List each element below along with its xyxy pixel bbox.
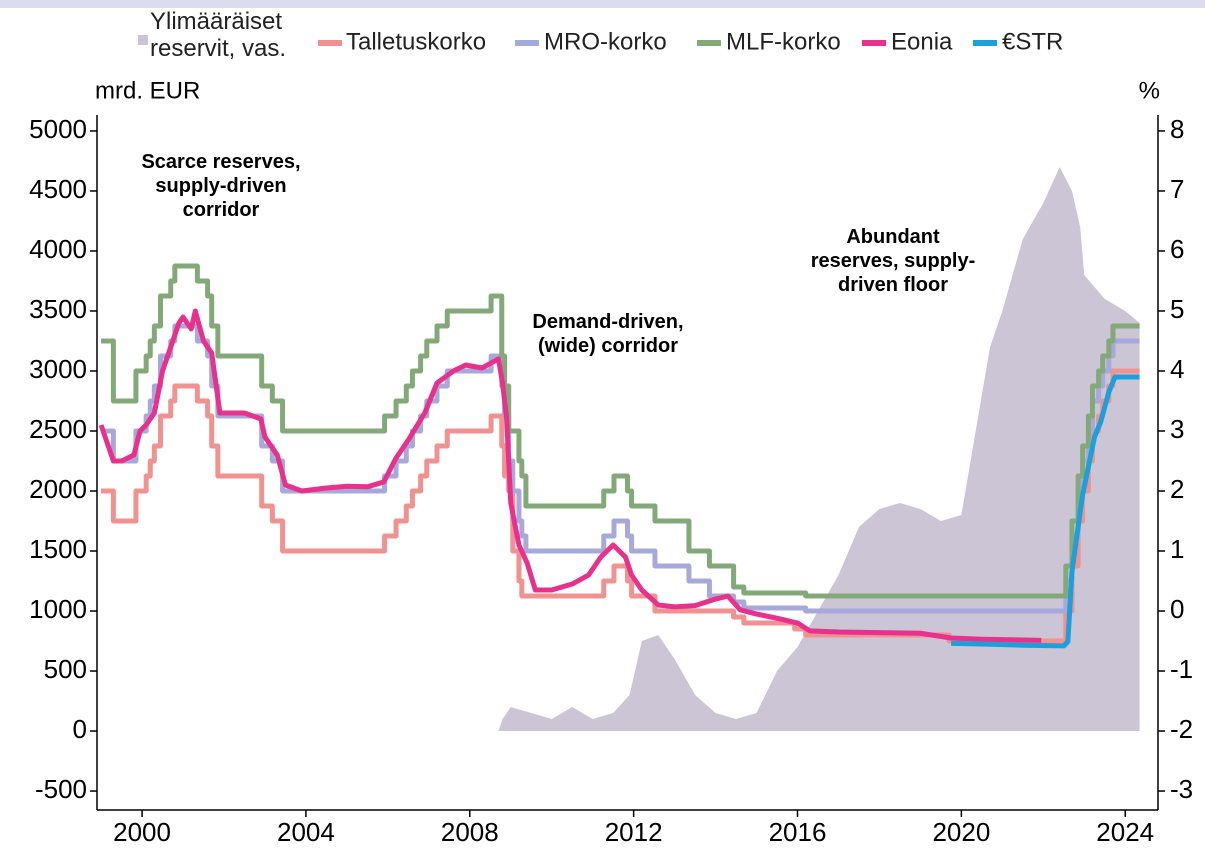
annotation: supply-driven (155, 175, 286, 197)
y2-tick-label: 0 (1170, 594, 1184, 624)
y2-tick-label: 6 (1170, 234, 1184, 264)
rate-line (98, 308, 1042, 643)
x-tick-label: 2008 (441, 817, 499, 847)
legend-swatch (138, 35, 148, 45)
y2-tick-label: 5 (1170, 294, 1184, 324)
y-tick-label: 500 (44, 654, 87, 684)
annotation: (wide) corridor (538, 335, 678, 357)
y2-tick-label: 7 (1170, 174, 1184, 204)
x-tick-label: 2024 (1096, 817, 1154, 847)
x-tick-label: 2012 (605, 817, 663, 847)
y-tick-label: 1500 (29, 534, 87, 564)
x-tick-label: 2004 (277, 817, 335, 847)
rate-line (101, 263, 1140, 599)
y-tick-label: -500 (35, 774, 87, 804)
y-tick-label: 4000 (29, 234, 87, 264)
legend-label: Talletuskorko (346, 28, 486, 55)
y2-axis-label: % (1139, 77, 1160, 104)
y-axis-label: mrd. EUR (95, 77, 200, 104)
legend-label: Eonia (891, 28, 953, 55)
x-tick-label: 2000 (113, 817, 171, 847)
annotation: driven floor (838, 274, 948, 296)
y-tick-label: 2500 (29, 414, 87, 444)
y2-tick-label: -3 (1170, 774, 1193, 804)
y2-tick-label: 3 (1170, 414, 1184, 444)
annotation: Abundant (846, 226, 940, 248)
legend-label: Ylimääräiset reservit, vas. (150, 8, 287, 62)
reserves-area (101, 166, 1140, 732)
annotation: reserves, supply- (811, 250, 976, 272)
y2-tick-label: -1 (1170, 654, 1193, 684)
y2-tick-label: 1 (1170, 534, 1184, 564)
x-tick-label: 2016 (769, 817, 827, 847)
legend-label: €STR (1002, 28, 1063, 55)
top-strip (0, 0, 1205, 8)
y2-tick-label: 2 (1170, 474, 1184, 504)
y-tick-label: 3000 (29, 354, 87, 384)
legend-label: MRO-korko (544, 28, 667, 55)
y-tick-label: 1000 (29, 594, 87, 624)
legend-label: MLF-korko (726, 28, 841, 55)
y-tick-label: 3500 (29, 294, 87, 324)
y-tick-label: 0 (73, 714, 87, 744)
x-tick-label: 2020 (932, 817, 990, 847)
y-tick-label: 2000 (29, 474, 87, 504)
y2-tick-label: 4 (1170, 354, 1184, 384)
rate-line (951, 374, 1140, 649)
y2-tick-label: 8 (1170, 114, 1184, 144)
annotation: corridor (183, 199, 260, 221)
y-tick-label: 4500 (29, 174, 87, 204)
annotation: Scarce reserves, (141, 151, 300, 173)
annotation: Demand-driven, (532, 311, 683, 333)
y2-tick-label: -2 (1170, 714, 1193, 744)
y-tick-label: 5000 (29, 114, 87, 144)
plot-area (98, 166, 1140, 732)
